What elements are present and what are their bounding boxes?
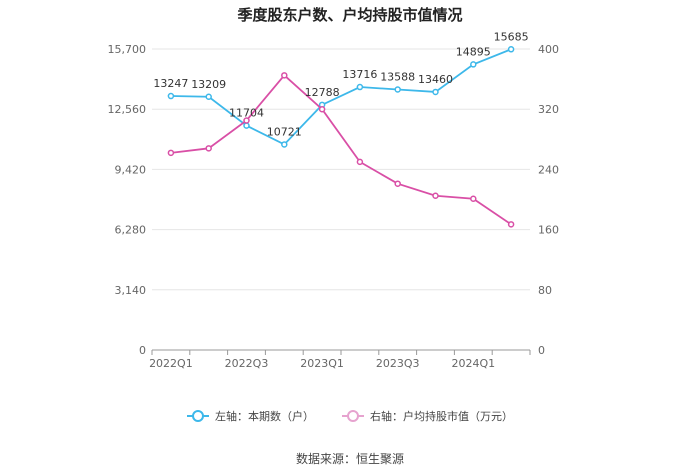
series-right-point: [470, 195, 477, 202]
data-label: 11704: [229, 107, 264, 120]
grid-lines: [152, 48, 530, 291]
data-label: 12788: [305, 86, 340, 99]
series-left-point: [394, 86, 401, 93]
x-tick-label: 2022Q1: [149, 357, 193, 370]
left-axis-ticks: 0 3,140 6,280 9,420 12,560 15,700: [108, 43, 147, 357]
left-tick-label: 0: [139, 344, 146, 357]
data-label: 14895: [456, 45, 491, 58]
right-tick-label: 320: [538, 103, 559, 116]
right-tick-label: 80: [538, 284, 552, 297]
x-tick-label: 2024Q1: [451, 357, 495, 370]
right-tick-label: 160: [538, 224, 559, 237]
series-left-line: [170, 48, 512, 146]
series-right-point: [281, 72, 288, 79]
data-label: 10721: [267, 125, 302, 138]
series-right-point: [394, 180, 401, 187]
data-label: 15685: [494, 30, 529, 43]
series-right-point: [507, 221, 515, 228]
series-right-group: [167, 72, 515, 228]
right-tick-label: 400: [538, 43, 559, 56]
left-tick-label: 6,280: [115, 224, 147, 237]
series-right-line: [170, 74, 512, 226]
series-left-point: [432, 88, 439, 96]
left-tick-label: 3,140: [115, 284, 147, 297]
data-label: 13247: [153, 77, 188, 90]
legend-item-left[interactable]: 左轴：本期数（户）: [187, 408, 314, 424]
series-left-point: [205, 93, 212, 101]
data-label: 13460: [418, 73, 453, 86]
series-right-point: [243, 117, 250, 124]
legend-left-label: 左轴：本期数（户）: [215, 410, 314, 423]
series-left-point: [470, 61, 477, 68]
chart-title: 季度股东户数、户均持股市值情况: [237, 6, 463, 24]
data-label: 13716: [342, 68, 377, 81]
x-tick-label: 2022Q3: [225, 357, 269, 370]
x-axis: 2022Q1 2022Q3 2023Q1 2023Q3 2024Q1: [149, 349, 531, 370]
legend-left-marker-icon: [187, 410, 209, 422]
series-right-point: [432, 192, 439, 199]
right-axis-ticks: 0 80 160 240 320 400: [538, 43, 559, 357]
left-tick-label: 9,420: [115, 163, 147, 176]
series-right-point: [318, 105, 326, 113]
x-tick-label: 2023Q3: [376, 357, 420, 370]
series-left-point: [281, 141, 288, 148]
x-tick-label: 2023Q1: [300, 357, 344, 370]
series-right-point: [205, 145, 212, 152]
legend: 左轴：本期数（户） 右轴：户均持股市值（万元）: [0, 408, 700, 424]
legend-item-right[interactable]: 右轴：户均持股市值（万元）: [342, 408, 513, 424]
series-left-group: [167, 46, 515, 148]
data-label: 13588: [380, 70, 415, 83]
legend-right-marker-icon: [342, 410, 364, 422]
data-label: 13209: [191, 78, 226, 91]
series-left-point: [167, 92, 175, 100]
right-tick-label: 240: [538, 163, 559, 176]
data-source: 数据来源：恒生聚源: [295, 452, 404, 466]
legend-right-label: 右轴：户均持股市值（万元）: [370, 410, 513, 423]
left-tick-label: 12,560: [108, 103, 147, 116]
right-tick-label: 0: [538, 344, 545, 357]
series-left-point: [507, 46, 515, 53]
series-left-point: [243, 122, 250, 129]
series-right-point: [167, 149, 175, 157]
series-left-point: [356, 83, 364, 91]
left-tick-label: 15,700: [108, 43, 147, 56]
series-right-point: [356, 158, 364, 166]
